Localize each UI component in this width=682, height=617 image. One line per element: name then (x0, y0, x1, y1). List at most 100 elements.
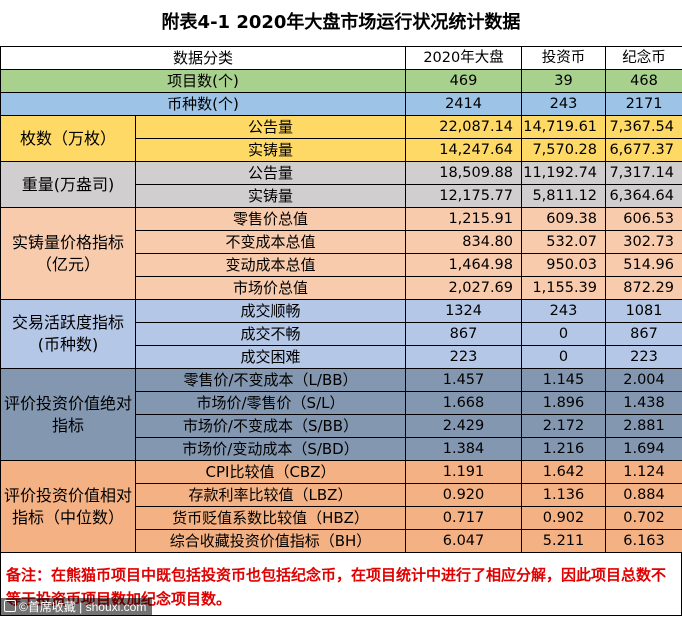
cell-value: 243 (522, 300, 606, 323)
watermark: ©首席收藏 | shouxi.com (0, 598, 152, 616)
cell-value: 2,027.69 (406, 277, 522, 300)
cell-value: 243 (522, 93, 606, 116)
table-row: 实铸量价格指标（亿元） 零售价总值 1,215.91 609.38 606.53 (1, 208, 682, 231)
cell-value: 2.172 (522, 415, 606, 438)
row-label: 市场价总值 (136, 277, 406, 300)
group-label-price: 实铸量价格指标（亿元） (1, 208, 136, 300)
group-label-pieces: 枚数（万枚） (1, 116, 136, 162)
cell-value: 302.73 (606, 231, 682, 254)
row-label: 不变成本总值 (136, 231, 406, 254)
row-label: 成交顺畅 (136, 300, 406, 323)
cell-value: 1081 (606, 300, 682, 323)
cell-value: 1,464.98 (406, 254, 522, 277)
header-row: 数据分类 2020年大盘 投资币 纪念币 (1, 47, 682, 70)
cell-value: 872.29 (606, 277, 682, 300)
cell-value: 0.884 (606, 484, 682, 507)
table-row: 评价投资价值相对指标（中位数） CPI比较值（CBZ） 1.191 1.642 … (1, 461, 682, 484)
row-label: 实铸量 (136, 185, 406, 208)
cell-value: 0.717 (406, 507, 522, 530)
cell-value: 1.694 (606, 438, 682, 461)
cell-value: 1.136 (522, 484, 606, 507)
table-row: 项目数(个) 469 39 468 (1, 70, 682, 93)
cell-value: 6,364.64 (606, 185, 682, 208)
cell-value: 1.191 (406, 461, 522, 484)
cell-value: 867 (406, 323, 522, 346)
cell-value: 0.902 (522, 507, 606, 530)
row-label: 项目数(个) (1, 70, 406, 93)
cell-value: 0.920 (406, 484, 522, 507)
row-label: 市场价/变动成本（S/BD） (136, 438, 406, 461)
cell-value: 0 (522, 346, 606, 369)
table-title: 附表4-1 2020年大盘市场运行状况统计数据 (0, 0, 682, 47)
data-table: 数据分类 2020年大盘 投资币 纪念币 项目数(个) 469 39 468 币… (0, 46, 682, 553)
cell-value: 223 (606, 346, 682, 369)
cell-value: 14,719.61 (522, 116, 606, 139)
cell-value: 2414 (406, 93, 522, 116)
row-label: 公告量 (136, 162, 406, 185)
cell-value: 1.668 (406, 392, 522, 415)
cell-value: 39 (522, 70, 606, 93)
cell-value: 532.07 (522, 231, 606, 254)
cell-value: 2171 (606, 93, 682, 116)
cell-value: 950.03 (522, 254, 606, 277)
cell-value: 1.145 (522, 369, 606, 392)
row-label: 实铸量 (136, 139, 406, 162)
cell-value: 14,247.64 (406, 139, 522, 162)
cell-value: 1,155.39 (522, 277, 606, 300)
cell-value: 606.53 (606, 208, 682, 231)
cell-value: 223 (406, 346, 522, 369)
row-label: 成交困难 (136, 346, 406, 369)
cell-value: 0 (522, 323, 606, 346)
table-row: 币种数(个) 2414 243 2171 (1, 93, 682, 116)
row-label: 综合收藏投资价值指标（BH） (136, 530, 406, 553)
cell-value: 1.384 (406, 438, 522, 461)
row-label: 币种数(个) (1, 93, 406, 116)
cell-value: 867 (606, 323, 682, 346)
cell-value: 11,192.74 (522, 162, 606, 185)
row-label: 存款利率比较值（LBZ） (136, 484, 406, 507)
cell-value: 7,570.28 (522, 139, 606, 162)
cell-value: 1324 (406, 300, 522, 323)
row-label: 公告量 (136, 116, 406, 139)
group-label-absolute: 评价投资价值绝对指标 (1, 369, 136, 461)
cell-value: 1.438 (606, 392, 682, 415)
table-row: 枚数（万枚） 公告量 22,087.14 14,719.61 7,367.54 (1, 116, 682, 139)
cell-value: 514.96 (606, 254, 682, 277)
cell-value: 6,677.37 (606, 139, 682, 162)
cell-value: 469 (406, 70, 522, 93)
cell-value: 6.163 (606, 530, 682, 553)
cell-value: 22,087.14 (406, 116, 522, 139)
cell-value: 468 (606, 70, 682, 93)
header-col-investment: 投资币 (522, 47, 606, 70)
cell-value: 5,811.12 (522, 185, 606, 208)
row-label: 货币贬值系数比较值（HBZ） (136, 507, 406, 530)
row-label: CPI比较值（CBZ） (136, 461, 406, 484)
cell-value: 1,215.91 (406, 208, 522, 231)
cell-value: 1.216 (522, 438, 606, 461)
row-label: 成交不畅 (136, 323, 406, 346)
cell-value: 5.211 (522, 530, 606, 553)
row-label: 变动成本总值 (136, 254, 406, 277)
group-label-relative: 评价投资价值相对指标（中位数） (1, 461, 136, 553)
cell-value: 7,367.54 (606, 116, 682, 139)
cell-value: 7,317.14 (606, 162, 682, 185)
watermark-text: ©首席收藏 | shouxi.com (19, 600, 146, 614)
watermark-icon (4, 600, 16, 612)
cell-value: 1.642 (522, 461, 606, 484)
cell-value: 609.38 (522, 208, 606, 231)
cell-value: 2.429 (406, 415, 522, 438)
table-row: 交易活跃度指标(币种数) 成交顺畅 1324 243 1081 (1, 300, 682, 323)
row-label: 市场价/不变成本（S/BB） (136, 415, 406, 438)
cell-value: 18,509.88 (406, 162, 522, 185)
row-label: 市场价/零售价（S/L） (136, 392, 406, 415)
cell-value: 0.702 (606, 507, 682, 530)
row-label: 零售价总值 (136, 208, 406, 231)
cell-value: 1.457 (406, 369, 522, 392)
cell-value: 1.896 (522, 392, 606, 415)
table-row: 重量(万盎司) 公告量 18,509.88 11,192.74 7,317.14 (1, 162, 682, 185)
cell-value: 2.881 (606, 415, 682, 438)
cell-value: 1.124 (606, 461, 682, 484)
cell-value: 834.80 (406, 231, 522, 254)
cell-value: 2.004 (606, 369, 682, 392)
row-label: 零售价/不变成本（L/BB） (136, 369, 406, 392)
